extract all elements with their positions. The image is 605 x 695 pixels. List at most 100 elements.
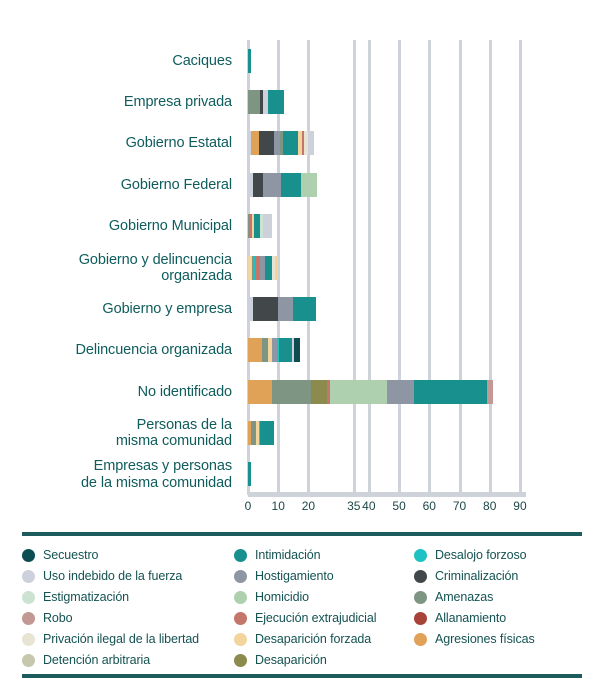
- bar-9: [248, 379, 493, 404]
- legend-label: Hostigamiento: [255, 569, 334, 584]
- legend-label: Allanamiento: [435, 611, 507, 626]
- legend-swatch-icon: [234, 549, 247, 562]
- bar-segment: [272, 379, 312, 404]
- legend-swatch-icon: [414, 591, 427, 604]
- legend-label: Estigmatización: [43, 590, 130, 605]
- legend-label: Uso indebido de la fuerza: [43, 569, 183, 584]
- x-axis-line: [248, 492, 526, 497]
- legend-swatch-icon: [22, 612, 35, 625]
- legend-item[interactable]: Ejecución extrajudicial: [234, 608, 414, 629]
- bar-segment: [252, 214, 254, 239]
- legend-item[interactable]: Uso indebido de la fuerza: [22, 566, 234, 587]
- category-label: Empresa privada: [123, 94, 232, 111]
- gridline: [367, 40, 371, 495]
- bar-segment: [260, 90, 264, 115]
- legend-item[interactable]: Amenazas: [414, 587, 582, 608]
- legend-item[interactable]: Criminalización: [414, 566, 582, 587]
- bar-segment: [251, 255, 254, 280]
- legend-label: Desaparición forzada: [255, 632, 372, 647]
- legend-swatch-icon: [234, 654, 247, 667]
- bar-segment: [248, 214, 251, 239]
- legend-label: Intimidación: [255, 548, 321, 563]
- bar-series: [248, 40, 526, 495]
- bar-segment: [260, 214, 264, 239]
- bar-segment: [248, 90, 261, 115]
- bar-segment: [293, 296, 316, 321]
- legend-swatch-icon: [22, 549, 35, 562]
- bar-segment: [291, 338, 295, 363]
- x-tick-label: 0: [244, 499, 252, 513]
- legend-item[interactable]: Secuestro: [22, 545, 234, 566]
- bar-segment: [261, 338, 268, 363]
- category-label: Gobierno Municipal: [108, 218, 232, 235]
- bar-segment: [256, 420, 259, 445]
- legend-item[interactable]: Hostigamiento: [234, 566, 414, 587]
- bar-segment: [259, 255, 265, 280]
- bar-11: [248, 462, 252, 487]
- gridline: [428, 40, 432, 495]
- legend-column-1: Secuestro Uso indebido de la fuerza Estigm…: [22, 545, 234, 671]
- legend-item[interactable]: Desaparición: [234, 650, 414, 671]
- legend-swatch-icon: [414, 549, 427, 562]
- bar-segment: [276, 338, 279, 363]
- legend-item[interactable]: Desaparición forzada: [234, 629, 414, 650]
- bar-segment: [258, 131, 274, 156]
- bar-segment: [254, 255, 260, 280]
- bar-segment: [267, 338, 273, 363]
- legend-swatch-icon: [234, 591, 247, 604]
- stacked-bar-chart: Caciques Empresa privada Gobierno Estatal G…: [76, 40, 527, 513]
- legend-label: Secuestro: [43, 548, 99, 563]
- bar-segment: [486, 379, 493, 404]
- bar-segment: [263, 172, 282, 197]
- bar-segment: [308, 131, 315, 156]
- legend-item[interactable]: Agresiones físicas: [414, 629, 582, 650]
- category-label: No identificado: [137, 383, 233, 400]
- legend-item[interactable]: Allanamiento: [414, 608, 582, 629]
- bar-segment: [278, 338, 292, 363]
- legend-item[interactable]: Homicidio: [234, 587, 414, 608]
- legend-panel: Secuestro Uso indebido de la fuerza Estigm…: [22, 532, 582, 678]
- legend-swatch-icon: [22, 654, 35, 667]
- bar-segment: [281, 172, 301, 197]
- legend-item[interactable]: Privación ilegal de la libertad: [22, 629, 234, 650]
- gridline: [518, 40, 522, 495]
- bar-segment: [311, 379, 327, 404]
- bar-segment: [248, 48, 252, 73]
- bar-segment: [414, 379, 487, 404]
- legend-item[interactable]: Intimidación: [234, 545, 414, 566]
- category-label: Caciques: [172, 52, 232, 69]
- bar-5: [248, 214, 273, 239]
- legend-swatch-icon: [414, 570, 427, 583]
- legend-item[interactable]: Detención arbitraria: [22, 650, 234, 671]
- bar-segment: [294, 338, 301, 363]
- bar-segment: [304, 131, 309, 156]
- legend-column-2: Intimidación Hostigamiento Homicidio Ejecuc…: [234, 545, 414, 671]
- bar-7: [248, 296, 316, 321]
- x-tick-label: 80: [483, 499, 497, 513]
- bar-segment: [248, 420, 252, 445]
- bar-segment: [282, 131, 298, 156]
- category-label: Gobierno Federal: [120, 176, 232, 193]
- bar-segment: [252, 296, 279, 321]
- bar-segment: [248, 296, 253, 321]
- legend-swatch-icon: [234, 633, 247, 646]
- bar-1: [248, 48, 252, 73]
- bar-segment: [248, 172, 253, 197]
- x-tick-label: 10: [271, 499, 285, 513]
- x-tick-label: 20: [301, 499, 316, 513]
- bar-8: [248, 338, 301, 363]
- gridline: [458, 40, 462, 495]
- legend-item[interactable]: Desalojo forzoso: [414, 545, 582, 566]
- bar-segment: [252, 172, 264, 197]
- legend-item[interactable]: Robo: [22, 608, 234, 629]
- legend-item[interactable]: Estigmatización: [22, 587, 234, 608]
- bar-4: [248, 172, 318, 197]
- bar-segment: [263, 214, 273, 239]
- x-tick-label: 35: [347, 499, 361, 513]
- x-tick-label: 50: [392, 499, 406, 513]
- gridline: [277, 40, 281, 495]
- plot-area: [247, 40, 526, 495]
- bar-segment: [386, 379, 415, 404]
- bar-segment: [273, 131, 280, 156]
- category-label: Gobierno y empresa: [102, 300, 232, 317]
